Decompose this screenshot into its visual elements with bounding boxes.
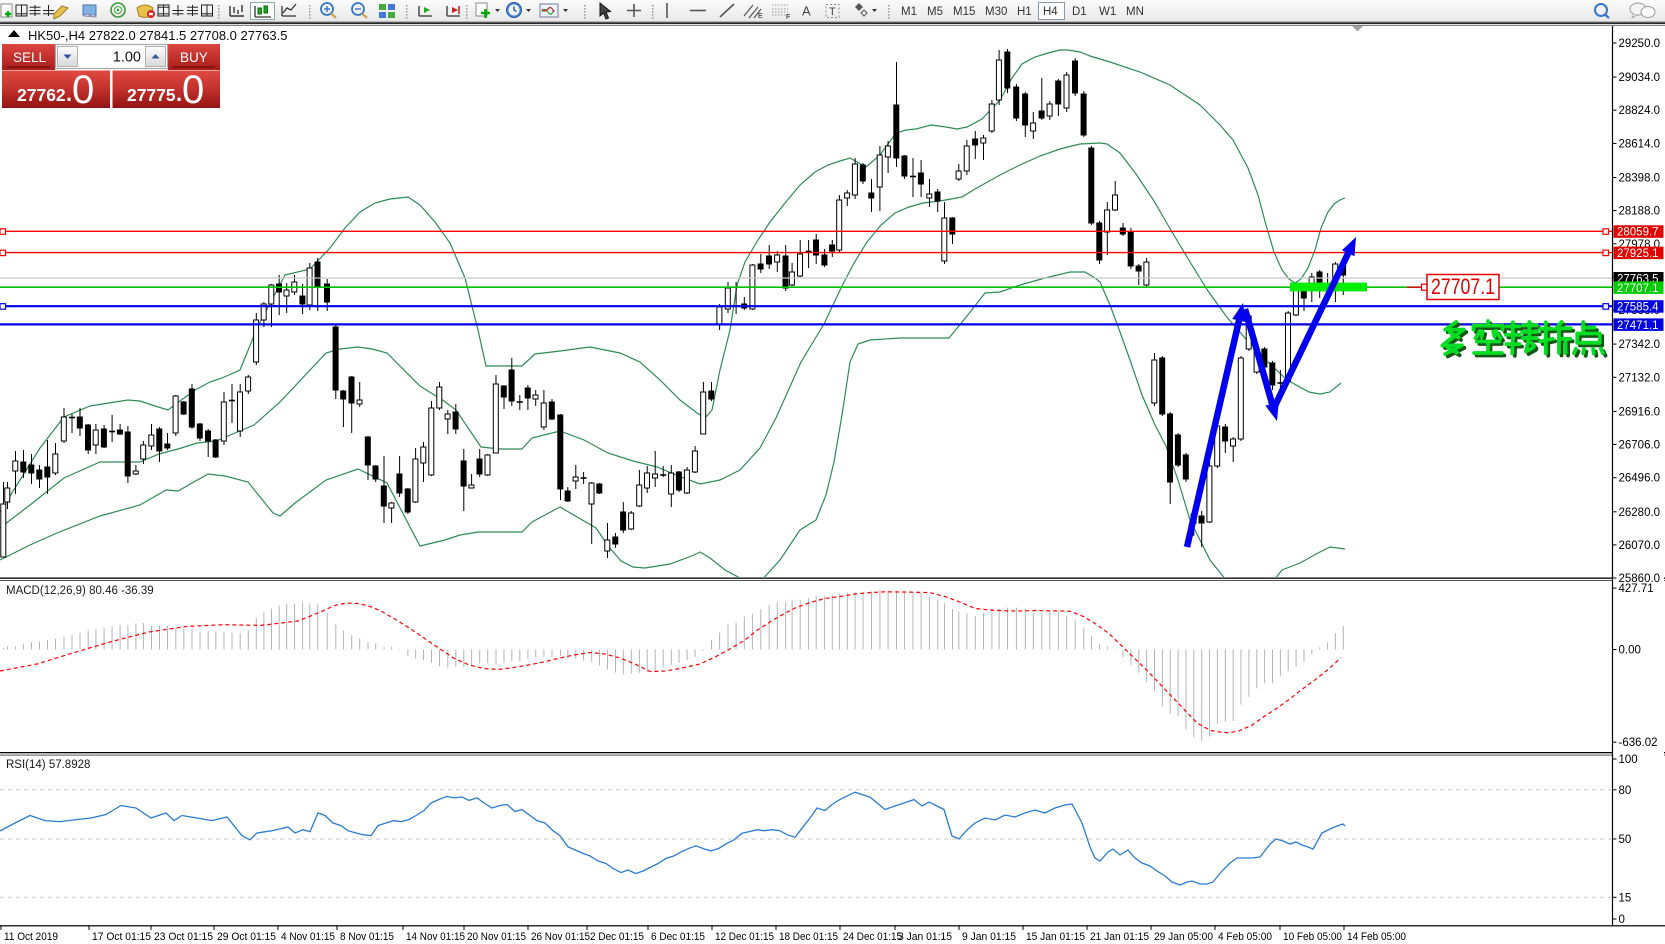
svg-text:26070.0: 26070.0	[1619, 540, 1661, 552]
svg-text:24 Dec 01:15: 24 Dec 01:15	[843, 931, 902, 943]
svg-text:25860.0: 25860.0	[1619, 573, 1661, 585]
svg-text:27132.0: 27132.0	[1619, 372, 1661, 384]
svg-text:M5: M5	[927, 6, 943, 18]
svg-text:.: .	[176, 81, 182, 106]
svg-text:M15: M15	[953, 6, 975, 18]
svg-text:0: 0	[182, 68, 204, 112]
svg-text:21 Jan 01:15: 21 Jan 01:15	[1090, 931, 1149, 943]
svg-text:14 Feb 05:00: 14 Feb 05:00	[1347, 931, 1406, 943]
svg-text:27471.1: 27471.1	[1617, 320, 1659, 332]
svg-text:27585.4: 27585.4	[1617, 302, 1659, 314]
svg-text:1.00: 1.00	[113, 50, 141, 66]
svg-text:10 Feb 05:00: 10 Feb 05:00	[1283, 931, 1342, 943]
svg-text:26916.0: 26916.0	[1619, 406, 1661, 418]
svg-text:28824.0: 28824.0	[1619, 105, 1661, 117]
svg-text:27707.1: 27707.1	[1431, 274, 1495, 299]
svg-text:27762: 27762	[17, 85, 66, 105]
svg-text:29 Oct 01:15: 29 Oct 01:15	[217, 931, 276, 943]
svg-text:-636.02: -636.02	[1619, 737, 1658, 749]
svg-text:BUY: BUY	[180, 50, 208, 65]
svg-text:17 Oct 01:15: 17 Oct 01:15	[92, 931, 151, 943]
svg-text:3 Jan 01:15: 3 Jan 01:15	[898, 931, 952, 943]
svg-text:A: A	[802, 4, 811, 19]
svg-text:8 Nov 01:15: 8 Nov 01:15	[340, 931, 394, 943]
svg-text:4 Feb 05:00: 4 Feb 05:00	[1218, 931, 1272, 943]
svg-text:0: 0	[1619, 914, 1625, 926]
svg-text:4 Nov 01:15: 4 Nov 01:15	[281, 931, 335, 943]
svg-text:H1: H1	[1017, 6, 1032, 18]
svg-text:W1: W1	[1099, 6, 1116, 18]
svg-text:2 Dec 01:15: 2 Dec 01:15	[590, 931, 644, 943]
svg-text:MACD(12,26,9) 80.46 -36.39: MACD(12,26,9) 80.46 -36.39	[6, 585, 154, 597]
svg-text:26280.0: 26280.0	[1619, 507, 1661, 519]
svg-text:18 Dec 01:15: 18 Dec 01:15	[779, 931, 838, 943]
svg-text:28614.0: 28614.0	[1619, 138, 1661, 150]
svg-text:H4: H4	[1043, 6, 1058, 18]
svg-text:27342.0: 27342.0	[1619, 339, 1661, 351]
svg-text:15 Jan 01:15: 15 Jan 01:15	[1026, 931, 1085, 943]
svg-text:SELL: SELL	[13, 50, 47, 65]
svg-text:20 Nov 01:15: 20 Nov 01:15	[467, 931, 526, 943]
svg-text:F: F	[786, 14, 790, 21]
svg-text:MN: MN	[1126, 6, 1144, 18]
svg-text:9 Jan 01:15: 9 Jan 01:15	[962, 931, 1016, 943]
svg-text:26 Nov 01:15: 26 Nov 01:15	[531, 931, 590, 943]
svg-text:0: 0	[72, 68, 94, 112]
svg-text:29 Jan 05:00: 29 Jan 05:00	[1154, 931, 1213, 943]
svg-text:80: 80	[1619, 785, 1632, 797]
svg-text:14 Nov 01:15: 14 Nov 01:15	[406, 931, 465, 943]
svg-text:26496.0: 26496.0	[1619, 473, 1661, 485]
svg-text:27775: 27775	[127, 85, 176, 105]
svg-text:6 Dec 01:15: 6 Dec 01:15	[651, 931, 705, 943]
svg-text:11 Oct 2019: 11 Oct 2019	[4, 931, 58, 943]
svg-text:E: E	[758, 13, 763, 20]
svg-text:28188.0: 28188.0	[1619, 206, 1661, 218]
svg-text:27707.1: 27707.1	[1617, 283, 1659, 295]
svg-text:HK50-,H4 27822.0 27841.5 2770: HK50-,H4 27822.0 27841.5 27708.0 27763.5	[28, 28, 288, 43]
svg-text:T: T	[829, 6, 836, 18]
svg-text:26706.0: 26706.0	[1619, 440, 1661, 452]
svg-text:0.00: 0.00	[1619, 645, 1641, 657]
svg-text:28398.0: 28398.0	[1619, 173, 1661, 185]
svg-text:12 Dec 01:15: 12 Dec 01:15	[715, 931, 774, 943]
svg-text:50: 50	[1619, 834, 1632, 846]
svg-text:RSI(14) 57.8928: RSI(14) 57.8928	[6, 759, 90, 771]
svg-text:29034.0: 29034.0	[1619, 72, 1661, 84]
svg-text:100: 100	[1619, 754, 1638, 766]
svg-text:23 Oct 01:15: 23 Oct 01:15	[154, 931, 213, 943]
svg-text:M30: M30	[985, 6, 1007, 18]
svg-text:15: 15	[1619, 892, 1632, 904]
svg-text:.: .	[66, 81, 72, 106]
svg-text:M1: M1	[901, 6, 917, 18]
svg-text:28059.7: 28059.7	[1617, 227, 1659, 239]
svg-text:427.71: 427.71	[1619, 583, 1654, 595]
svg-text:27925.1: 27925.1	[1617, 248, 1659, 260]
svg-text:D1: D1	[1072, 6, 1087, 18]
svg-text:29250.0: 29250.0	[1619, 38, 1661, 50]
